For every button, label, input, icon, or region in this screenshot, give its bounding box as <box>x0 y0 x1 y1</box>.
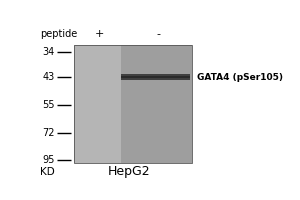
Text: +: + <box>94 29 104 39</box>
Bar <box>74 45 121 163</box>
Text: peptide: peptide <box>40 29 77 39</box>
Text: KD: KD <box>40 167 55 177</box>
Text: 34: 34 <box>43 47 55 57</box>
Text: 72: 72 <box>42 128 55 138</box>
Text: 55: 55 <box>42 100 55 110</box>
Text: GATA4 (pSer105): GATA4 (pSer105) <box>197 73 283 82</box>
Bar <box>121 76 190 78</box>
Bar <box>121 74 190 80</box>
Text: HepG2: HepG2 <box>108 165 151 178</box>
Text: 43: 43 <box>43 72 55 82</box>
Bar <box>121 45 192 163</box>
Bar <box>74 45 192 163</box>
Bar <box>74 45 192 163</box>
Text: 95: 95 <box>43 155 55 165</box>
Text: -: - <box>156 29 161 39</box>
